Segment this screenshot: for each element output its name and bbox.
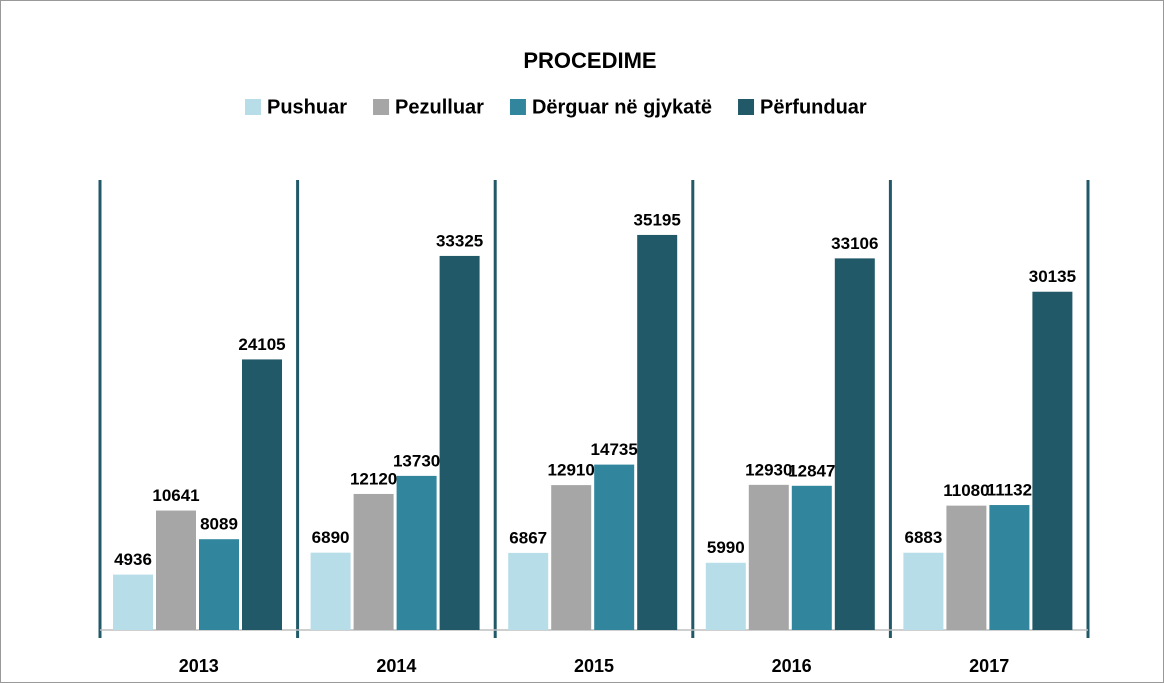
data-label: 11132 (987, 481, 1032, 500)
data-label: 8089 (200, 515, 238, 534)
data-label: 35195 (634, 210, 681, 229)
legend-label: Përfunduar (760, 96, 867, 118)
data-label: 13730 (393, 451, 440, 470)
bar (242, 359, 282, 630)
legend-label: Dërguar në gjykatë (532, 96, 712, 118)
data-label: 10641 (152, 486, 199, 505)
bar (508, 552, 549, 630)
x-tick-label: 2017 (969, 656, 1009, 676)
bar (748, 484, 789, 630)
legend-swatch (373, 99, 390, 115)
bar (113, 574, 153, 630)
bar (156, 510, 196, 630)
x-tick-label: 2016 (772, 656, 812, 676)
legend-swatch (738, 99, 755, 115)
data-label: 4936 (114, 550, 152, 569)
data-label: 12120 (350, 469, 397, 488)
data-label: 6883 (904, 528, 942, 547)
data-label: 11080 (943, 481, 989, 500)
data-label: 12930 (745, 460, 792, 479)
bar (310, 552, 351, 630)
data-label: 24105 (238, 335, 285, 354)
chart-title: PROCEDIME (523, 48, 656, 73)
bar (353, 493, 394, 630)
bar (637, 234, 678, 630)
bar (1032, 291, 1073, 630)
bar (439, 255, 480, 630)
legend-label: Pushuar (267, 96, 347, 118)
data-label: 5990 (707, 538, 745, 557)
data-label: 6890 (312, 528, 350, 547)
bar (946, 505, 987, 630)
bar (834, 258, 875, 630)
bar (989, 505, 1030, 630)
data-label: 6867 (509, 528, 547, 547)
data-label: 33106 (831, 234, 878, 253)
bar (199, 539, 239, 630)
x-tick-label: 2015 (574, 656, 614, 676)
bar (791, 485, 832, 630)
legend-swatch (509, 99, 526, 115)
x-tick-label: 2014 (376, 656, 416, 676)
legend-label: Pezulluar (395, 96, 484, 118)
bar (396, 475, 437, 630)
bar (594, 464, 635, 630)
x-tick-label: 2013 (179, 656, 219, 676)
bar (705, 562, 746, 630)
data-label: 33325 (436, 231, 483, 250)
data-label: 30135 (1029, 267, 1076, 286)
bar (903, 552, 944, 630)
data-label: 12910 (548, 461, 595, 480)
bar (551, 485, 592, 630)
data-label: 12847 (788, 461, 835, 480)
data-label: 14735 (591, 440, 638, 459)
legend-swatch (245, 99, 261, 115)
